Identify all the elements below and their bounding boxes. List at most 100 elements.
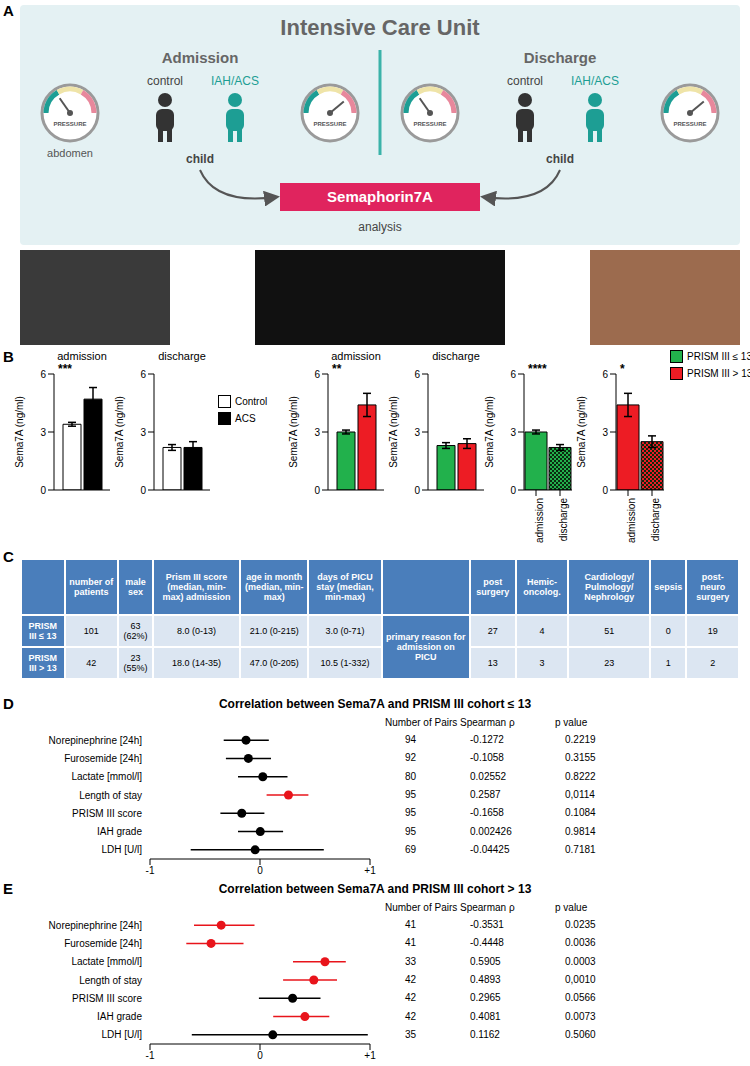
svg-text:3: 3 (510, 427, 516, 438)
html-text:0.002426: 0.002426 (470, 825, 512, 837)
svg-text:PRISM III score: PRISM III score (72, 808, 142, 819)
svg-text:6: 6 (414, 369, 420, 380)
svg-text:analysis: analysis (358, 220, 401, 234)
html-text:69: 69 (405, 843, 417, 855)
html-text:days of PICU stay (median, min: days of PICU stay (median, min-max) (316, 572, 374, 602)
html-text:94: 94 (405, 734, 417, 746)
svg-text:Admission: Admission (162, 49, 239, 66)
svg-text:0: 0 (314, 485, 320, 496)
svg-text:Sema7A (ng/ml): Sema7A (ng/ml) (388, 396, 399, 468)
svg-text:IAH/ACS: IAH/ACS (571, 74, 619, 88)
html-text:Hemic-oncolog.: Hemic-oncolog. (523, 577, 561, 597)
svg-text:+1: +1 (364, 1050, 376, 1061)
svg-text:Sema7A (ng/ml): Sema7A (ng/ml) (288, 396, 299, 468)
html-text:-0.1658: -0.1658 (470, 807, 504, 819)
html-text:0.3155: 0.3155 (565, 752, 596, 764)
svg-text:IAH grade: IAH grade (97, 826, 142, 837)
svg-text:admission: admission (626, 498, 637, 543)
svg-text:0: 0 (414, 485, 420, 496)
html-text:63 (62%): 63 (62%) (123, 621, 148, 641)
svg-text:Intensive Care Unit: Intensive Care Unit (280, 15, 480, 40)
svg-text:control: control (147, 74, 183, 88)
svg-text:Length of stay: Length of stay (79, 790, 142, 801)
html-text:male sex: male sex (125, 577, 146, 597)
html-text:Prism III score (median, min-m: Prism III score (median, min-max) admiss… (162, 572, 231, 602)
html-text:95: 95 (405, 825, 417, 837)
svg-text:3: 3 (414, 427, 420, 438)
html-text:95: 95 (405, 807, 417, 819)
svg-text:PRISM III score: PRISM III score (72, 993, 142, 1004)
html-text:Correlation between Sema7A and: Correlation between Sema7A and PRISM III… (218, 882, 532, 896)
svg-text:Furosemide [24h]: Furosemide [24h] (64, 938, 142, 949)
svg-text:PRESSURE: PRESSURE (313, 121, 346, 127)
svg-text:Lactate [mmol/l]: Lactate [mmol/l] (71, 956, 142, 967)
svg-text:0: 0 (140, 485, 146, 496)
svg-text:0: 0 (257, 865, 263, 876)
svg-text:3: 3 (314, 427, 320, 438)
svg-text:IAH grade: IAH grade (97, 1011, 142, 1022)
svg-text:LDH [U/l]: LDH [U/l] (101, 844, 142, 855)
html-text:discharge: discharge (432, 350, 480, 362)
svg-text:6: 6 (602, 369, 608, 380)
svg-text:Sema7A (ng/ml): Sema7A (ng/ml) (114, 396, 125, 468)
html-text:0.9814: 0.9814 (565, 825, 596, 837)
svg-text:Lactate [mmol/l]: Lactate [mmol/l] (71, 771, 142, 782)
html-text:80: 80 (405, 770, 417, 782)
html-text:PRISM III > 13: PRISM III > 13 (28, 653, 57, 673)
svg-text:IAH/ACS: IAH/ACS (211, 74, 259, 88)
svg-text:discharge: discharge (558, 498, 569, 542)
html-text:age in month (median, min-max): age in month (median, min-max) (244, 572, 304, 602)
html-text:-0.1058: -0.1058 (470, 752, 504, 764)
html-text:0.2219: 0.2219 (565, 734, 596, 746)
svg-text:PRESSURE: PRESSURE (413, 121, 446, 127)
svg-text:3: 3 (40, 427, 46, 438)
html-text:23 (55%): 23 (55%) (123, 653, 148, 673)
svg-text:0: 0 (40, 485, 46, 496)
html-text:admission: admission (57, 350, 107, 362)
html-text:primary reason for admission o: primary reason for admission on PICU (386, 632, 466, 662)
html-text:0.02552: 0.02552 (470, 770, 507, 782)
svg-text:Discharge: Discharge (524, 49, 597, 66)
html-text:Cardiology/ Pulmology/ Nephrol: Cardiology/ Pulmology/ Nephrology (584, 572, 635, 602)
svg-text:6: 6 (40, 369, 46, 380)
svg-text:Sema7A (ng/ml): Sema7A (ng/ml) (576, 396, 587, 468)
svg-text:6: 6 (510, 369, 516, 380)
html-text:post surgery: post surgery (476, 577, 510, 597)
html-text:Correlation between Sema7A and: Correlation between Sema7A and PRISM III… (218, 697, 532, 711)
svg-text:child: child (186, 152, 214, 166)
html-text:admission: admission (331, 350, 381, 362)
svg-text:child: child (546, 152, 574, 166)
svg-text:0: 0 (602, 485, 608, 496)
svg-text:Norepinephrine [24h]: Norepinephrine [24h] (49, 920, 143, 931)
svg-text:Norepinephrine [24h]: Norepinephrine [24h] (49, 735, 143, 746)
html-text:0.8222: 0.8222 (565, 770, 596, 782)
html-text:0.1084: 0.1084 (565, 807, 596, 819)
svg-text:Semaphorin7A: Semaphorin7A (327, 188, 433, 205)
svg-text:Sema7A (ng/ml): Sema7A (ng/ml) (484, 396, 495, 468)
svg-text:Furosemide [24h]: Furosemide [24h] (64, 753, 142, 764)
svg-text:0: 0 (257, 1050, 263, 1061)
svg-text:PRESSURE: PRESSURE (53, 121, 86, 127)
svg-text:3: 3 (140, 427, 146, 438)
svg-text:-1: -1 (146, 865, 155, 876)
svg-text:Sema7A (ng/ml): Sema7A (ng/ml) (14, 396, 25, 468)
html-text:number of patients: number of patients (69, 577, 114, 597)
svg-text:+1: +1 (364, 865, 376, 876)
svg-text:LDH [U/l]: LDH [U/l] (101, 1029, 142, 1040)
svg-text:PRESSURE: PRESSURE (673, 121, 706, 127)
svg-text:Length of stay: Length of stay (79, 975, 142, 986)
svg-text:control: control (507, 74, 543, 88)
svg-text:6: 6 (314, 369, 320, 380)
svg-text:discharge: discharge (650, 498, 661, 542)
svg-text:abdomen: abdomen (47, 147, 93, 159)
html-text:92: 92 (405, 752, 417, 764)
html-text:post-neuro surgery: post-neuro surgery (696, 572, 730, 602)
svg-text:0: 0 (510, 485, 516, 496)
html-text:PRISM III ≤ 13: PRISM III ≤ 13 (28, 621, 57, 641)
html-text:-0.1272: -0.1272 (470, 734, 504, 746)
html-text:discharge: discharge (158, 350, 206, 362)
svg-text:-1: -1 (146, 1050, 155, 1061)
svg-text:3: 3 (602, 427, 608, 438)
svg-text:admission: admission (534, 498, 545, 543)
svg-text:6: 6 (140, 369, 146, 380)
